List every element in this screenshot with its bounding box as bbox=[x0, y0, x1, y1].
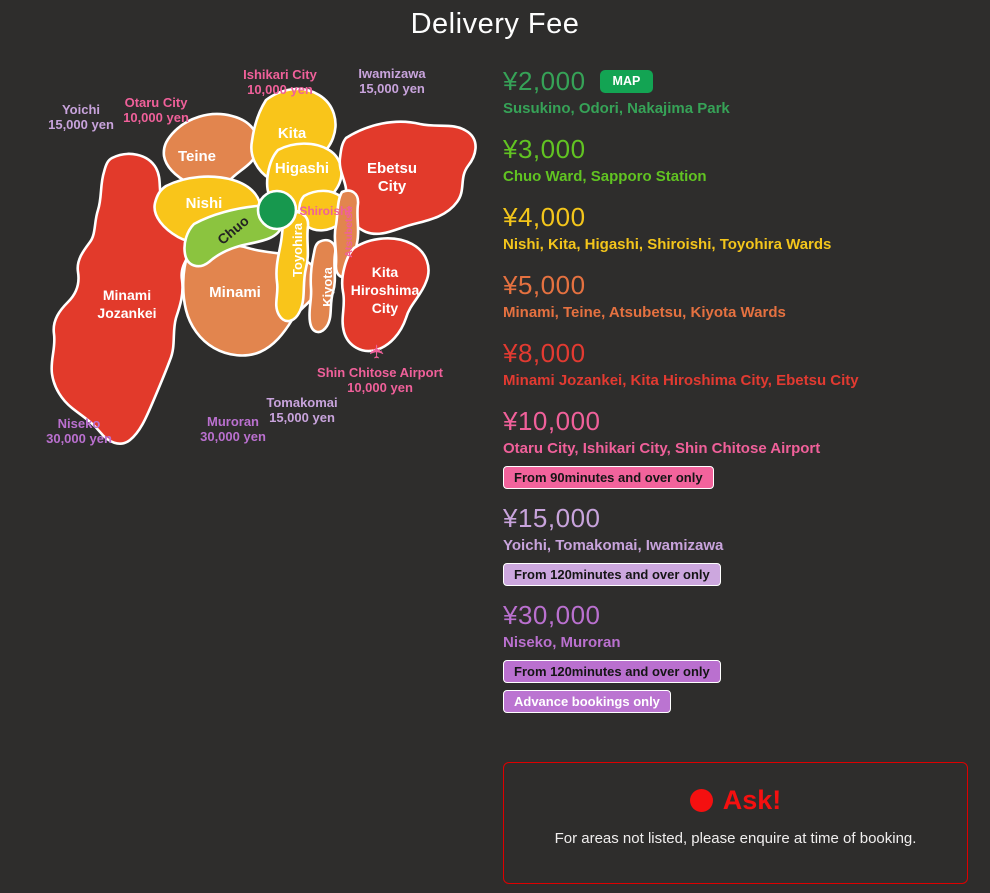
map-button[interactable]: MAP bbox=[599, 69, 654, 93]
outside-label-niseko: Niseko 30,000 yen bbox=[46, 416, 112, 446]
outside-label-shin-chitose-airport: Shin Chitose Airport 10,000 yen bbox=[317, 365, 443, 395]
ask-title: Ask! bbox=[722, 785, 782, 815]
fee-amount: ¥8,000 bbox=[503, 337, 586, 368]
outside-label-otaru-city: Otaru City 10,000 yen bbox=[123, 95, 189, 125]
fee-amount: ¥4,000 bbox=[503, 201, 586, 232]
fee-badge: Advance bookings only bbox=[503, 690, 671, 713]
area-name: Otaru City bbox=[124, 95, 188, 110]
region-ebetsu-city bbox=[338, 120, 477, 236]
area-price: 30,000 yen bbox=[46, 431, 112, 446]
area-name: Muroran bbox=[207, 414, 259, 429]
fee-amount: ¥15,000 bbox=[503, 502, 601, 533]
fee-badge: From 120minutes and over only bbox=[503, 660, 721, 683]
area-price: 10,000 yen bbox=[347, 380, 413, 395]
region-kiyota bbox=[308, 238, 337, 334]
region-label-kiyota: Kiyota bbox=[320, 266, 335, 307]
outside-label-iwamizawa: Iwamizawa 15,000 yen bbox=[358, 66, 425, 96]
area-name: Tomakomai bbox=[266, 395, 338, 410]
region-label-minami-jozankei-1: Minami bbox=[103, 287, 151, 303]
area-price: 10,000 yen bbox=[123, 110, 189, 125]
ask-dot-icon bbox=[689, 789, 713, 812]
region-chuo bbox=[183, 204, 285, 268]
fee-amount: ¥3,000 bbox=[503, 133, 586, 164]
fee-areas: Minami, Teine, Atsubetsu, Kiyota Wards bbox=[503, 304, 786, 321]
fee-row-3000: ¥3,000 Chuo Ward, Sapporo Station bbox=[503, 132, 973, 188]
area-name: Yoichi bbox=[61, 102, 101, 117]
city-center-marker bbox=[256, 189, 298, 231]
ask-note: For areas not listed, please enquire at … bbox=[554, 830, 917, 847]
region-kita-hiroshima-city bbox=[340, 237, 430, 353]
fee-row-10000: ¥10,000 Otaru City, Ishikari City, Shin … bbox=[503, 404, 973, 489]
region-label-kita: Kita bbox=[278, 125, 307, 142]
area-name: Iwamizawa bbox=[358, 66, 426, 81]
region-label-higashi: Higashi bbox=[275, 160, 329, 177]
region-label-kita-hiroshima-3: City bbox=[372, 300, 399, 316]
fee-row-4000: ¥4,000 Nishi, Kita, Higashi, Shiroishi, … bbox=[503, 200, 973, 256]
region-label-kita-hiroshima-1: Kita bbox=[372, 264, 399, 280]
map-regions-svg: Teine Nishi Kita Higashi Chuo Shiroishi … bbox=[50, 87, 477, 445]
fee-row-30000: ¥30,000 Niseko, Muroran From 120minutes … bbox=[503, 598, 973, 713]
fee-badge: From 90minutes and over only bbox=[503, 466, 714, 489]
ask-box: Ask! For areas not listed, please enquir… bbox=[503, 762, 968, 884]
outside-label-yoichi: Yoichi 15,000 yen bbox=[48, 102, 114, 132]
fee-row-2000: ¥2,000 MAP Susukino, Odori, Nakajima Par… bbox=[503, 64, 973, 120]
region-label-ebetsu-2: City bbox=[378, 178, 407, 195]
fee-badge: From 120minutes and over only bbox=[503, 563, 721, 586]
area-price: 15,000 yen bbox=[269, 410, 335, 425]
region-label-atsubetsu: Atsubetsu bbox=[343, 206, 355, 257]
fee-areas: Yoichi, Tomakomai, Iwamizawa bbox=[503, 537, 724, 554]
fee-row-8000: ¥8,000 Minami Jozankei, Kita Hiroshima C… bbox=[503, 336, 973, 392]
area-name: Niseko bbox=[57, 416, 101, 431]
fee-areas: Niseko, Muroran bbox=[503, 634, 621, 651]
delivery-map: Teine Nishi Kita Higashi Chuo Shiroishi … bbox=[0, 55, 500, 475]
region-label-shiroishi: Shiroishi bbox=[299, 204, 350, 218]
fee-areas: Chuo Ward, Sapporo Station bbox=[503, 168, 707, 185]
fee-amount: ¥2,000 bbox=[503, 65, 586, 96]
region-label-kita-hiroshima-2: Hiroshima bbox=[351, 282, 420, 298]
region-label-minami-jozankei-2: Jozankei bbox=[97, 305, 156, 321]
fee-amount: ¥30,000 bbox=[503, 599, 601, 630]
fee-areas: Minami Jozankei, Kita Hiroshima City, Eb… bbox=[503, 372, 859, 389]
fee-row-5000: ¥5,000 Minami, Teine, Atsubetsu, Kiyota … bbox=[503, 268, 973, 324]
region-toyohira bbox=[274, 210, 310, 323]
region-label-toyohira: Toyohira bbox=[290, 222, 305, 277]
fee-areas: Nishi, Kita, Higashi, Shiroishi, Toyohir… bbox=[503, 236, 832, 253]
area-price: 30,000 yen bbox=[200, 429, 266, 444]
outside-label-tomakomai: Tomakomai 15,000 yen bbox=[266, 395, 337, 425]
area-price: 15,000 yen bbox=[359, 81, 425, 96]
area-price: 15,000 yen bbox=[48, 117, 114, 132]
area-price: 10,000 yen bbox=[247, 82, 313, 97]
region-label-minami: Minami bbox=[209, 284, 261, 301]
fee-areas: Otaru City, Ishikari City, Shin Chitose … bbox=[503, 440, 821, 457]
page-title: Delivery Fee bbox=[410, 8, 580, 40]
region-label-ebetsu-1: Ebetsu bbox=[367, 160, 417, 177]
fee-list: ¥2,000 MAP Susukino, Odori, Nakajima Par… bbox=[503, 64, 973, 725]
fee-amount: ¥10,000 bbox=[503, 405, 601, 436]
outside-label-ishikari-city: Ishikari City 10,000 yen bbox=[243, 67, 317, 97]
area-name: Ishikari City bbox=[243, 67, 317, 82]
region-label-teine: Teine bbox=[178, 148, 216, 165]
area-name: Shin Chitose Airport bbox=[317, 365, 443, 380]
fee-areas: Susukino, Odori, Nakajima Park bbox=[503, 100, 730, 117]
fee-row-15000: ¥15,000 Yoichi, Tomakomai, Iwamizawa Fro… bbox=[503, 501, 973, 586]
fee-amount: ¥5,000 bbox=[503, 269, 586, 300]
region-label-nishi: Nishi bbox=[186, 195, 223, 212]
outside-label-muroran: Muroran 30,000 yen bbox=[200, 414, 266, 444]
airplane-icon: ✈ bbox=[367, 343, 389, 360]
